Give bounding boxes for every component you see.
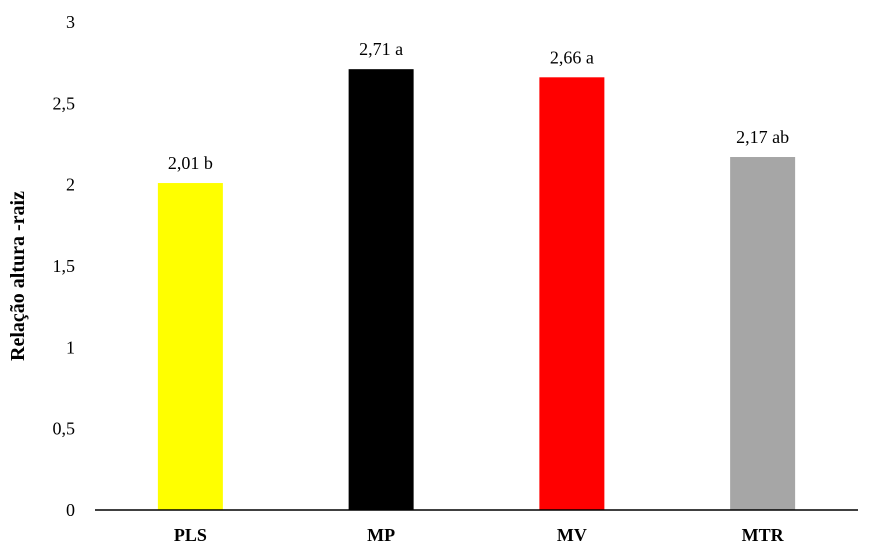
bars	[157, 69, 796, 511]
data-label-mp: 2,71 a	[359, 39, 403, 59]
data-labels: 2,01 b 2,71 a 2,66 a 2,17 ab	[168, 39, 789, 173]
y-axis-ticks: 0 0,5 1 1,5 2 2,5 3	[53, 12, 76, 520]
bar-pls	[157, 183, 223, 511]
category-labels: PLS MP MV MTR	[174, 525, 785, 545]
category-label-mv: MV	[557, 525, 587, 545]
y-tick-label: 0	[66, 500, 75, 520]
y-tick-label: 3	[66, 12, 75, 32]
y-tick-label: 0,5	[53, 419, 76, 439]
y-tick-label: 1	[66, 337, 75, 357]
bar-mp	[348, 69, 414, 510]
y-axis-label: Relação altura -raiz	[7, 191, 29, 361]
bar-mv	[539, 77, 605, 510]
bar-mtr	[730, 157, 796, 510]
category-label-mtr: MTR	[742, 525, 785, 545]
category-label-pls: PLS	[174, 525, 207, 545]
category-label-mp: MP	[367, 525, 395, 545]
data-label-mtr: 2,17 ab	[736, 127, 789, 147]
data-label-pls: 2,01 b	[168, 153, 213, 173]
data-label-mv: 2,66 a	[550, 47, 594, 67]
y-tick-label: 2	[66, 175, 75, 195]
y-tick-label: 1,5	[53, 256, 76, 276]
y-tick-label: 2,5	[53, 93, 76, 113]
